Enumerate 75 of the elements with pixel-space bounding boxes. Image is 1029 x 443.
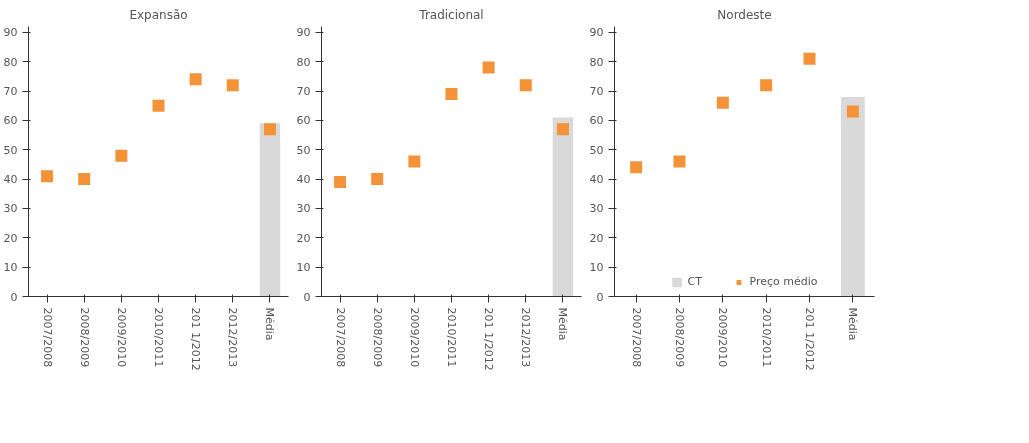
point xyxy=(803,52,816,65)
chart-title: Tradicional xyxy=(418,7,484,22)
y-tick-label: 20 xyxy=(3,231,18,245)
point xyxy=(519,79,532,92)
chart-title: Nordeste xyxy=(717,7,772,22)
y-tick-label: 50 xyxy=(3,143,18,157)
x-tick-label: 2009/2010 xyxy=(114,307,128,368)
x-tick-label: 201 1/2012 xyxy=(482,307,496,371)
point xyxy=(482,61,495,74)
y-tick-label: 90 xyxy=(589,26,604,40)
y-tick-label: 0 xyxy=(10,290,18,304)
point xyxy=(115,149,128,162)
point xyxy=(263,123,276,136)
y-tick-label: 70 xyxy=(3,85,18,99)
legend-label: CT xyxy=(687,275,703,288)
x-tick-label: 201 1/2012 xyxy=(189,307,203,371)
y-tick-label: 60 xyxy=(296,114,311,128)
x-tick-label: Média xyxy=(556,307,570,341)
point xyxy=(445,88,458,100)
point xyxy=(630,161,643,174)
point xyxy=(556,123,569,136)
point xyxy=(760,79,773,92)
y-tick-label: 30 xyxy=(3,202,18,216)
y-tick-label: 40 xyxy=(296,173,311,187)
x-tick-label: 2009/2010 xyxy=(716,307,730,368)
legend-label: Preço médio xyxy=(749,275,818,288)
point xyxy=(716,96,729,109)
y-tick-label: 30 xyxy=(589,202,604,216)
y-tick-label: 40 xyxy=(3,173,18,187)
point xyxy=(41,170,54,183)
x-tick-label: 2008/2009 xyxy=(370,307,384,368)
y-tick-label: 90 xyxy=(296,26,311,40)
point xyxy=(226,79,239,92)
y-tick-label: 20 xyxy=(589,231,604,245)
x-tick-label: 2010/2011 xyxy=(759,307,773,368)
y-tick-label: 70 xyxy=(589,85,604,99)
x-tick-label: 2007/2008 xyxy=(333,307,347,368)
chart-title: Expansão xyxy=(129,7,188,22)
y-tick-label: 90 xyxy=(3,26,18,40)
x-tick-label: 2008/2009 xyxy=(673,307,686,368)
point xyxy=(846,105,859,118)
point xyxy=(152,99,165,112)
x-tick-label: 2007/2008 xyxy=(629,307,643,368)
point xyxy=(673,155,686,168)
y-tick-label: 80 xyxy=(589,55,604,69)
point xyxy=(78,173,91,186)
y-tick-label: 0 xyxy=(596,290,604,304)
x-tick-label: 2010/2011 xyxy=(152,307,165,368)
y-tick-label: 10 xyxy=(3,261,18,275)
point xyxy=(334,176,347,189)
y-tick-label: 80 xyxy=(3,55,18,69)
x-tick-label: 2009/2010 xyxy=(407,307,421,368)
x-tick-label: 2012/2013 xyxy=(226,307,240,368)
y-tick-label: 80 xyxy=(296,55,311,69)
y-tick-label: 50 xyxy=(589,143,604,157)
y-tick-label: 10 xyxy=(296,261,311,275)
point xyxy=(189,73,202,86)
y-tick-label: 60 xyxy=(589,114,604,128)
x-tick-label: Média xyxy=(263,307,277,341)
y-tick-label: 50 xyxy=(296,143,311,157)
y-tick-label: 60 xyxy=(3,114,18,128)
x-tick-label: 2010/2011 xyxy=(445,307,458,368)
x-tick-label: Média xyxy=(846,307,860,341)
y-tick-label: 0 xyxy=(303,290,311,304)
y-tick-label: 10 xyxy=(589,261,604,275)
y-tick-label: 30 xyxy=(296,202,311,216)
y-tick-label: 20 xyxy=(296,231,311,245)
x-tick-label: 2012/2013 xyxy=(519,307,533,368)
point xyxy=(371,173,384,186)
y-tick-label: 70 xyxy=(296,85,311,99)
x-tick-label: 201 1/2012 xyxy=(803,307,816,371)
x-tick-label: 2007/2008 xyxy=(40,307,54,368)
point xyxy=(408,155,421,168)
x-tick-label: 2008/2009 xyxy=(77,307,91,368)
y-tick-label: 40 xyxy=(589,173,604,187)
